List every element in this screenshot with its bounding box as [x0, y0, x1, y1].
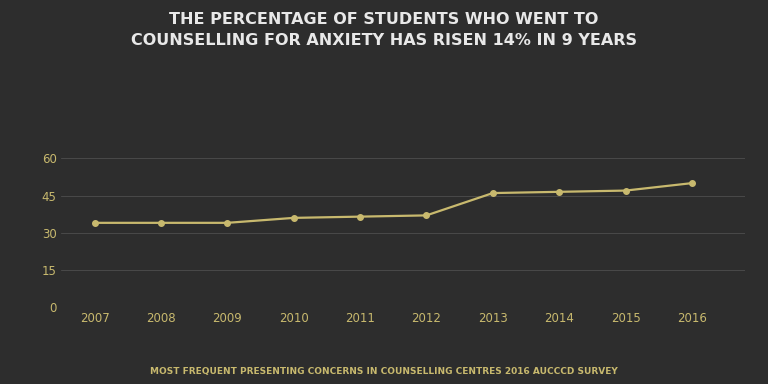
Text: MOST FREQUENT PRESENTING CONCERNS IN COUNSELLING CENTRES 2016 AUCCCD SURVEY: MOST FREQUENT PRESENTING CONCERNS IN COU… [150, 367, 618, 376]
Text: THE PERCENTAGE OF STUDENTS WHO WENT TO
COUNSELLING FOR ANXIETY HAS RISEN 14% IN : THE PERCENTAGE OF STUDENTS WHO WENT TO C… [131, 12, 637, 48]
